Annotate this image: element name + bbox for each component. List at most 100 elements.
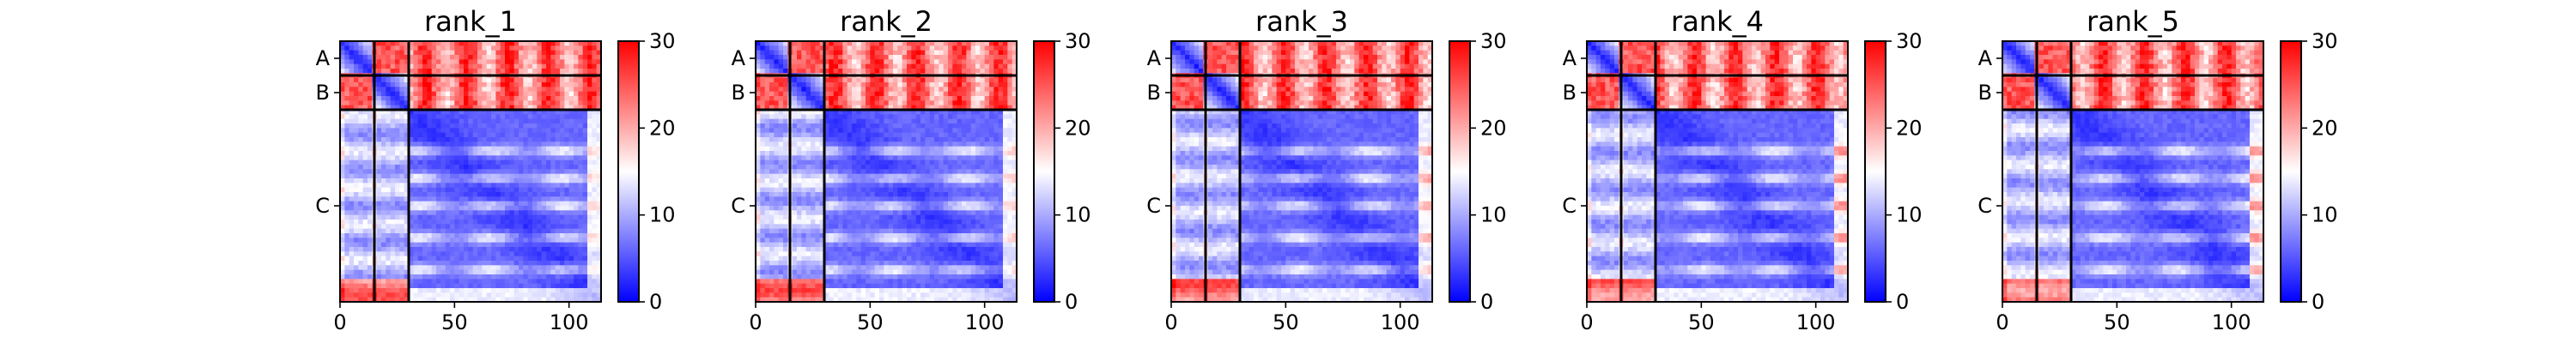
heatmap-cell	[477, 233, 483, 238]
heatmap-cell	[445, 201, 451, 207]
heatmap-cell	[523, 261, 529, 266]
heatmap-cell	[578, 261, 584, 266]
heatmap-cell	[546, 132, 551, 138]
heatmap-cell	[874, 50, 880, 56]
heatmap-cell	[564, 192, 570, 197]
heatmap-cell	[555, 220, 561, 225]
heatmap-cell	[386, 159, 392, 165]
heatmap-cell	[568, 151, 574, 156]
heatmap-cell	[519, 238, 524, 244]
heatmap-cell	[829, 59, 835, 65]
heatmap-cell	[756, 63, 761, 69]
heatmap-cell	[774, 151, 780, 156]
heatmap-cell	[555, 233, 561, 238]
heatmap-cell	[344, 105, 350, 111]
heatmap-cell	[427, 269, 433, 275]
heatmap-cell	[984, 169, 990, 175]
heatmap-cell	[477, 214, 483, 220]
heatmap-cell	[422, 201, 428, 207]
heatmap-cell	[459, 233, 465, 238]
heatmap-cell	[340, 214, 345, 220]
heatmap-cell	[509, 91, 515, 97]
heatmap-cell	[952, 69, 958, 74]
heatmap-cell	[537, 100, 543, 106]
heatmap-cell	[550, 261, 556, 266]
heatmap-cell	[513, 214, 519, 220]
heatmap-cell	[523, 105, 529, 111]
heatmap-cell	[582, 165, 588, 170]
heatmap-cell	[815, 165, 821, 170]
heatmap-cell	[541, 220, 547, 225]
heatmap-cell	[436, 87, 441, 93]
heatmap-cell	[884, 141, 890, 147]
heatmap-cell	[399, 292, 405, 298]
heatmap-cell	[884, 50, 890, 56]
heatmap-cell	[472, 159, 478, 165]
heatmap-cell	[587, 165, 592, 170]
heatmap-cell	[555, 82, 561, 87]
heatmap-cell	[409, 146, 414, 152]
heatmap-cell	[764, 55, 770, 60]
heatmap-cell	[532, 96, 538, 101]
heatmap-cell	[376, 91, 382, 97]
heatmap-cell	[381, 283, 386, 289]
heatmap-cell	[948, 59, 953, 65]
heatmap-cell	[376, 220, 382, 225]
heatmap-cell	[866, 151, 871, 156]
heatmap-cell	[824, 96, 829, 101]
heatmap-cell	[395, 159, 400, 165]
heatmap-cell	[929, 82, 935, 87]
heatmap-cell	[417, 297, 423, 303]
heatmap-cell	[454, 269, 460, 275]
heatmap-cell	[464, 159, 469, 165]
heatmap-cell	[436, 214, 441, 220]
heatmap-cell	[1003, 155, 1008, 161]
heatmap-cell	[436, 283, 441, 289]
heatmap-cell	[519, 146, 524, 152]
heatmap-cell	[454, 91, 460, 97]
heatmap-cell	[354, 77, 359, 83]
heatmap-cell	[957, 169, 963, 175]
heatmap-cell	[368, 251, 373, 257]
heatmap-cell	[592, 87, 598, 93]
heatmap-cell	[805, 151, 811, 156]
heatmap-cell	[523, 210, 529, 216]
heatmap-cell	[464, 45, 469, 51]
heatmap-cell	[874, 128, 880, 134]
heatmap-cell	[970, 41, 976, 46]
heatmap-cell	[413, 256, 419, 262]
heatmap-cell	[578, 128, 584, 134]
heatmap-cell	[778, 128, 784, 134]
heatmap-cell	[440, 141, 447, 147]
heatmap-cell	[440, 50, 447, 56]
heatmap-cell	[358, 123, 364, 129]
heatmap-cell	[519, 118, 524, 124]
heatmap-cell	[472, 206, 478, 211]
heatmap-cell	[344, 238, 350, 244]
heatmap-cell	[760, 59, 766, 65]
heatmap-cell	[495, 265, 501, 271]
heatmap-cell	[550, 123, 556, 129]
heatmap-cell	[805, 123, 811, 129]
heatmap-cell	[527, 242, 533, 248]
heatmap-cell	[495, 169, 501, 175]
heatmap-cell	[943, 50, 949, 56]
heatmap-cell	[349, 114, 355, 120]
heatmap-cell	[984, 118, 990, 124]
heatmap-cell	[409, 288, 414, 293]
heatmap-cell	[450, 261, 455, 266]
heatmap-cell	[440, 82, 447, 87]
heatmap-cell	[596, 137, 602, 142]
heatmap-cell	[500, 87, 506, 93]
heatmap-cell	[454, 297, 460, 303]
heatmap-cell	[431, 87, 437, 93]
heatmap-cell	[541, 110, 547, 115]
heatmap-cell	[541, 214, 547, 220]
heatmap-cell	[870, 173, 876, 179]
heatmap-cell	[417, 183, 423, 189]
heatmap-cell	[596, 77, 602, 83]
heatmap-cell	[582, 159, 588, 165]
heatmap-cell	[596, 100, 602, 106]
heatmap-cell	[340, 132, 345, 138]
heatmap-cell	[368, 173, 373, 179]
